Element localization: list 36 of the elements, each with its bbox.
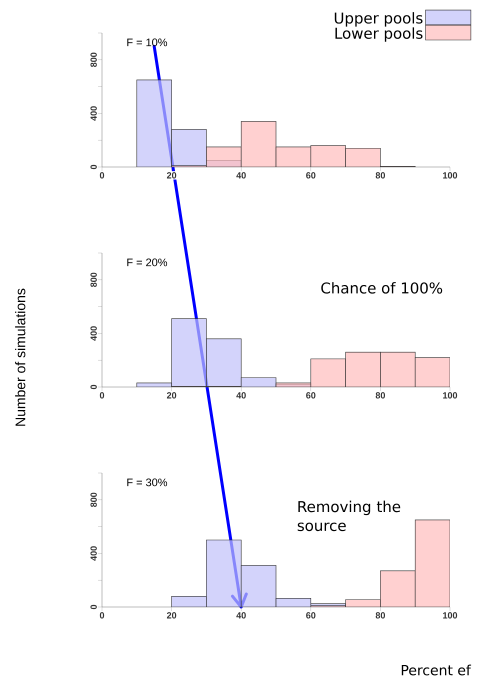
annotation: F = 10% (127, 38, 168, 46)
y-tick-label: 0 (90, 164, 97, 170)
x-tick-label: 60 (306, 612, 316, 619)
x-tick-label: 0 (100, 172, 104, 179)
y-tick-label: 0 (90, 384, 97, 390)
x-tick-label: 60 (306, 392, 316, 399)
x-tick-label: 20 (166, 172, 176, 179)
x-tick-label: 100 (443, 612, 458, 619)
x-tick-label: 80 (376, 612, 386, 619)
x-tick-label: 100 (443, 172, 458, 179)
x-tick-label: 80 (376, 172, 386, 179)
y-tick-label: 800 (90, 52, 97, 67)
x-tick-label: 20 (166, 392, 176, 399)
annotation: F = 20% (127, 258, 168, 266)
x-tick-label: 0 (100, 392, 104, 399)
annotation: F = 30% (127, 478, 168, 486)
y-tick-label: 400 (90, 326, 97, 341)
y-axis-title: Number of simulations (15, 288, 26, 426)
y-tick-label: 400 (90, 106, 97, 121)
y-tick-label: 0 (90, 604, 97, 610)
x-tick-label: 0 (100, 612, 104, 619)
x-tick-label: 40 (236, 392, 246, 399)
x-tick-label: 60 (306, 172, 316, 179)
y-tick-label: 800 (90, 492, 97, 508)
annotation: Chance of 100% (321, 282, 442, 294)
x-tick-label: 40 (236, 612, 246, 619)
x-axis-title: Percent ef (402, 664, 472, 676)
legend-label: Lower pools (335, 27, 422, 42)
x-tick-label: 80 (376, 392, 386, 399)
annotation: Removing the source (298, 500, 400, 532)
y-tick-label: 800 (90, 272, 97, 288)
legend-label: Upper pools (334, 12, 422, 27)
y-tick-label: 400 (90, 546, 97, 561)
x-tick-label: 20 (166, 612, 176, 619)
x-tick-label: 100 (443, 392, 458, 399)
x-tick-label: 40 (236, 172, 246, 179)
